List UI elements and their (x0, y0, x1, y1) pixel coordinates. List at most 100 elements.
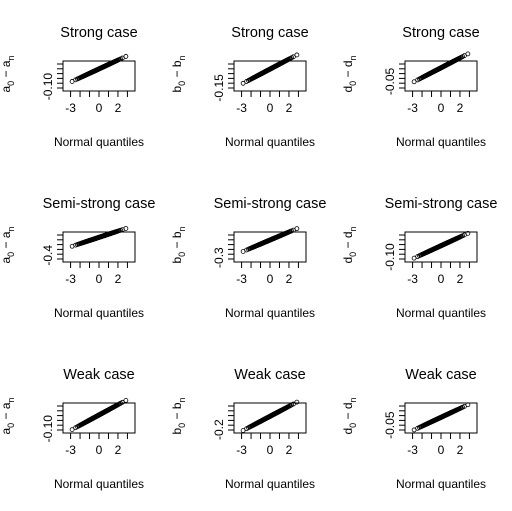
y-axis-label: a0 − an (0, 397, 16, 434)
x-axis-label: Normal quantiles (396, 306, 486, 320)
y-axis-label-part: n (6, 397, 16, 402)
panel-title: Semi-strong case (385, 196, 498, 212)
qq-point (294, 399, 300, 405)
panel-title: Weak case (63, 367, 134, 383)
y-axis-label: b0 − bn (170, 226, 187, 263)
panel-title: Weak case (234, 367, 305, 383)
panel-title: Semi-strong case (214, 196, 327, 212)
y-axis-label-part: b (170, 231, 184, 238)
x-axis-label: Normal quantiles (225, 477, 315, 491)
x-tick-label: -3 (236, 443, 247, 457)
y-axis-label-part: d (341, 257, 355, 264)
qq-point (294, 52, 300, 58)
y-axis-label-part: b (170, 402, 184, 409)
x-tick-label: -3 (407, 443, 418, 457)
panel-title: Strong case (231, 25, 308, 41)
y-axis-label-part: − (170, 409, 184, 423)
x-tick-label: 0 (438, 443, 445, 457)
qq-point (119, 399, 125, 405)
x-axis-label: Normal quantiles (54, 477, 144, 491)
x-axis-label: Normal quantiles (396, 477, 486, 491)
x-tick-label: 2 (115, 101, 122, 115)
y-axis-label-part: a (0, 86, 13, 93)
x-tick-label: 0 (96, 272, 103, 286)
y-axis-label-part: − (341, 409, 355, 423)
y-axis-label-part: 0 (6, 423, 16, 428)
x-tick-label: 0 (267, 272, 274, 286)
y-axis-label-part: 0 (177, 252, 187, 257)
y-axis-label-part: n (348, 226, 358, 231)
y-axis-label-part: − (170, 238, 184, 252)
y-axis-label-part: b (170, 257, 184, 264)
y-tick-label: -0.2 (212, 419, 226, 440)
qq-points (240, 399, 300, 433)
y-axis-label-part: a (0, 402, 13, 409)
qq-points (411, 230, 471, 261)
y-axis-label: b0 − bn (170, 55, 187, 92)
plot-frame (233, 231, 307, 263)
x-tick-label: 0 (267, 101, 274, 115)
qq-point (465, 51, 471, 57)
x-tick-label: 0 (96, 101, 103, 115)
y-axis-label-part: d (341, 86, 355, 93)
panel-title: Semi-strong case (43, 196, 156, 212)
y-axis-label-part: − (341, 238, 355, 252)
qq-point (69, 427, 75, 432)
y-axis-label-part: a (0, 428, 13, 435)
y-tick-label: -0.4 (41, 245, 55, 266)
qq-points (69, 226, 129, 249)
qq-points (69, 398, 129, 432)
panel-title: Weak case (405, 367, 476, 383)
panel-title: Strong case (60, 25, 137, 41)
y-axis-label-part: 0 (177, 423, 187, 428)
y-axis-label-part: d (341, 428, 355, 435)
y-axis-label-part: 0 (177, 81, 187, 86)
y-axis-label-part: b (170, 428, 184, 435)
y-axis-label-part: − (0, 409, 13, 423)
y-tick-label: -0.05 (383, 411, 397, 439)
qq-points (240, 226, 300, 254)
y-axis-label-part: n (6, 55, 16, 60)
x-axis-label: Normal quantiles (225, 135, 315, 149)
qq-point (294, 226, 300, 232)
x-tick-label: -3 (65, 101, 76, 115)
x-tick-label: 0 (438, 272, 445, 286)
y-axis-label-part: 0 (348, 252, 358, 257)
y-axis-label-part: n (177, 226, 187, 231)
x-tick-label: 2 (286, 272, 293, 286)
x-tick-label: 0 (438, 101, 445, 115)
y-axis-label: d0 − dn (341, 55, 358, 92)
y-axis-label-part: 0 (348, 423, 358, 428)
y-axis-label-part: b (170, 60, 184, 67)
y-axis-label-part: 0 (6, 252, 16, 257)
plot-frame (233, 60, 307, 92)
qq-point (465, 402, 471, 408)
y-tick-label: -0.10 (383, 243, 397, 271)
y-axis-label-part: n (348, 397, 358, 402)
y-axis-label: a0 − an (0, 226, 16, 263)
x-tick-label: 2 (115, 443, 122, 457)
x-tick-label: -3 (407, 272, 418, 286)
y-axis-label-part: n (177, 397, 187, 402)
qq-points (411, 51, 471, 85)
y-axis-label-part: − (0, 67, 13, 81)
x-tick-label: 2 (286, 101, 293, 115)
qq-points (69, 54, 129, 84)
x-tick-label: -3 (236, 101, 247, 115)
plot-frame (62, 60, 136, 92)
x-tick-label: 2 (115, 272, 122, 286)
y-axis-label: d0 − dn (341, 226, 358, 263)
y-axis-label-part: n (6, 226, 16, 231)
qq-points (411, 402, 471, 433)
y-axis-label-part: d (341, 231, 355, 238)
y-axis-label-part: a (0, 60, 13, 67)
x-tick-label: 2 (457, 101, 464, 115)
y-axis-label-part: − (341, 67, 355, 81)
